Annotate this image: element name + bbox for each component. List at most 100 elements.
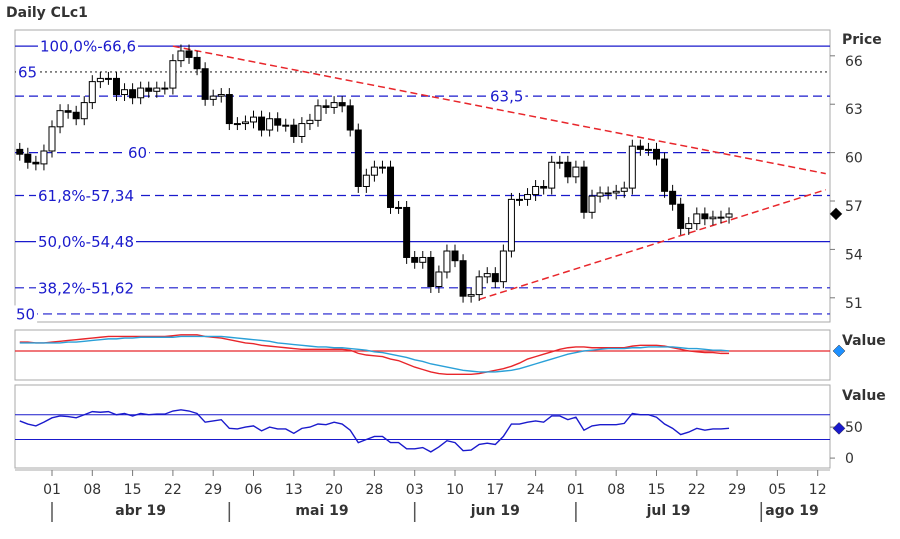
- level-label-bg: [36, 279, 137, 298]
- candle-body: [185, 50, 193, 58]
- level-label: 50,0%-54,48: [38, 233, 134, 251]
- candle-body: [556, 161, 564, 164]
- indicator-line: [19, 334, 730, 376]
- candle-body: [709, 216, 717, 220]
- candle-body: [96, 77, 104, 83]
- candle-body: [524, 194, 532, 200]
- candle-body: [322, 105, 330, 108]
- level-label: 50: [16, 305, 35, 323]
- candle-body: [274, 118, 282, 126]
- indicator-line: [19, 409, 730, 453]
- candle-body: [370, 166, 378, 176]
- candle-body: [459, 260, 467, 297]
- candle-body: [64, 110, 72, 113]
- candle-body: [451, 250, 459, 262]
- candle-body: [121, 89, 129, 96]
- candle-body: [427, 256, 435, 288]
- candle-body: [177, 50, 185, 62]
- level-label: 60: [128, 144, 147, 162]
- x-tick-label: 15: [648, 482, 666, 498]
- candle-body: [153, 87, 161, 92]
- level-label: 63,5: [490, 88, 523, 106]
- candle-body: [225, 94, 233, 125]
- candle-body: [72, 111, 80, 120]
- candle-body: [387, 166, 395, 208]
- candle-body: [169, 60, 177, 89]
- candle-body: [499, 250, 507, 283]
- x-tick-label: 06: [245, 482, 263, 498]
- axis-title: Price: [842, 32, 882, 48]
- candle-body: [201, 68, 209, 100]
- x-tick-label: 29: [204, 482, 222, 498]
- y-tick-label: 0: [845, 451, 854, 467]
- level-label-bg: [16, 63, 40, 82]
- level-label: 38,2%-51,62: [38, 279, 134, 297]
- candle-body: [572, 166, 580, 178]
- candle-body: [266, 118, 274, 131]
- panel-frame: [14, 29, 831, 323]
- candle-body: [314, 105, 322, 121]
- candle-body: [395, 206, 403, 209]
- candle-body: [604, 192, 612, 195]
- level-label: 61,8%-57,34: [38, 187, 134, 205]
- x-tick-label: 29: [728, 482, 746, 498]
- month-label: ago 19: [765, 503, 818, 519]
- x-tick-label: 24: [527, 482, 545, 498]
- candle-body: [419, 256, 427, 263]
- candle-body: [564, 161, 572, 178]
- candle-body: [40, 150, 48, 165]
- x-tick-label: 03: [406, 482, 424, 498]
- candle-body: [653, 148, 660, 160]
- candle-body: [612, 190, 620, 194]
- candle-body: [129, 89, 137, 99]
- y-tick-label: 50: [845, 420, 863, 436]
- candle-body: [112, 77, 120, 96]
- x-tick-label: 10: [446, 482, 464, 498]
- axis-title: Value: [842, 388, 886, 404]
- candle-body: [443, 250, 451, 273]
- x-tick-label: 28: [365, 482, 383, 498]
- candle-body: [540, 185, 548, 189]
- candle-body: [137, 87, 145, 99]
- x-tick-label: 15: [124, 482, 142, 498]
- month-label: abr 19: [115, 503, 166, 519]
- candle-body: [258, 116, 266, 131]
- chart-title: Daily CLc1: [6, 5, 88, 21]
- y-tick-label: 51: [845, 296, 863, 312]
- candle-body: [290, 124, 298, 137]
- candle-body: [669, 190, 677, 205]
- axis-title: Value: [842, 333, 886, 349]
- x-tick-label: 17: [486, 482, 504, 498]
- x-tick-label: 20: [325, 482, 343, 498]
- candle-body: [532, 185, 540, 196]
- candle-body: [282, 124, 290, 127]
- indicator-line: [19, 335, 730, 373]
- month-label: mai 19: [295, 503, 348, 519]
- trend-line: [172, 45, 826, 175]
- x-tick-label: 22: [164, 482, 182, 498]
- candle-body: [250, 116, 257, 123]
- x-tick-label: 01: [567, 482, 585, 498]
- panel-frame: [14, 329, 831, 381]
- candle-body: [48, 126, 56, 152]
- last-value-marker: [832, 344, 846, 358]
- candle-body: [241, 121, 249, 125]
- y-tick-label: 66: [845, 54, 863, 70]
- level-label-bg: [126, 144, 150, 163]
- candle-body: [209, 95, 217, 100]
- x-tick-label: 01: [43, 482, 61, 498]
- candle-body: [145, 87, 153, 92]
- level-label-bg: [38, 37, 139, 56]
- x-tick-label: 13: [285, 482, 303, 498]
- candle-body: [596, 192, 604, 197]
- candle-body: [298, 123, 306, 137]
- x-tick-label: 12: [809, 482, 827, 498]
- level-label-bg: [488, 87, 526, 106]
- candle-body: [233, 123, 241, 126]
- candle-body: [330, 102, 338, 108]
- candle-body: [32, 161, 40, 165]
- month-label: jul 19: [646, 503, 691, 519]
- candle-body: [338, 102, 346, 107]
- last-value-marker: [829, 207, 843, 221]
